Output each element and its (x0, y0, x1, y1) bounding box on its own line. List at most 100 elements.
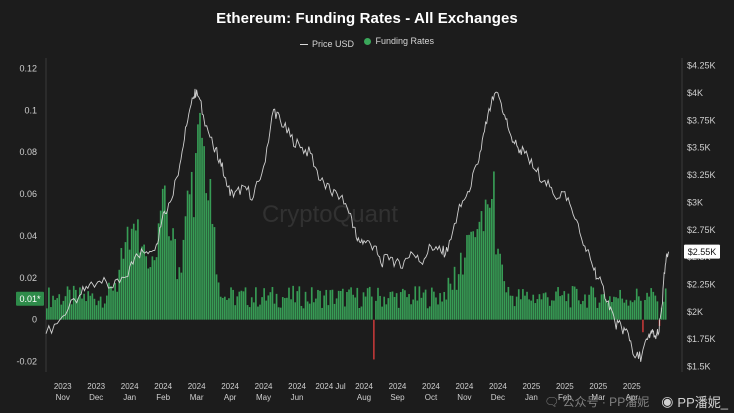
funding-bar (228, 298, 230, 320)
right-axis-ticks: $1.5K$1.75K$2K$2.25K$2.5K$2.75K$3K$3.25K… (687, 61, 716, 372)
right-tick-label: $1.5K (687, 362, 711, 372)
funding-bar (497, 248, 499, 320)
funding-bar (186, 190, 189, 320)
funding-bar (594, 297, 597, 320)
x-tick-year: 2024 (188, 382, 206, 391)
funding-bar (373, 319, 375, 360)
funding-bar (153, 260, 156, 320)
funding-bar (546, 297, 549, 320)
funding-bar (56, 298, 59, 320)
funding-bar (582, 300, 584, 320)
funding-bar (358, 307, 361, 320)
funding-bar (176, 279, 179, 320)
funding-bar (464, 257, 466, 320)
funding-bar (399, 292, 402, 320)
x-tick-month: Nov (457, 393, 471, 402)
x-axis-ticks: 2023 Nov 2023 Dec 2024 Jan 2024 Feb 2024 Mar 2024 A… (54, 382, 641, 402)
funding-bar (224, 296, 226, 320)
funding-bar (304, 291, 307, 320)
funding-bar (606, 302, 609, 320)
funding-bar (368, 286, 371, 320)
funding-bar (393, 296, 396, 320)
right-tick-label: $3K (687, 197, 703, 207)
funding-bar (155, 257, 158, 320)
funding-bar (344, 306, 346, 320)
funding-bar (422, 292, 425, 320)
funding-bar (383, 296, 386, 320)
funding-bar (580, 304, 582, 320)
funding-bar (600, 294, 603, 320)
legend-item-funding[interactable]: Funding Rates (364, 36, 434, 46)
funding-bar (77, 298, 79, 320)
price-line-layer (45, 88, 670, 362)
funding-bar (87, 291, 90, 320)
funding-bar (534, 303, 537, 320)
x-tick-year: 2024 (154, 382, 172, 391)
funding-bar (335, 298, 338, 320)
funding-bar (97, 300, 100, 320)
funding-bar (267, 295, 270, 320)
funding-bar (110, 286, 112, 320)
x-tick-month: Feb (156, 393, 170, 402)
funding-bar (519, 299, 522, 320)
funding-bar (381, 306, 383, 320)
left-tick-label: -0.02 (16, 357, 37, 367)
funding-bar (350, 287, 352, 320)
funding-bar (242, 291, 245, 320)
funding-bar (555, 291, 557, 320)
funding-bar (230, 287, 232, 320)
funding-bar (50, 307, 52, 320)
funding-bar (499, 253, 501, 320)
funding-bar (302, 308, 305, 320)
x-tick-year: 2025 (623, 382, 641, 391)
funding-bar (364, 296, 367, 320)
funding-bar (526, 291, 528, 320)
funding-bar (480, 211, 483, 320)
funding-bar (377, 287, 379, 320)
funding-bar (528, 299, 530, 320)
funding-bar (455, 289, 458, 320)
funding-bar (252, 302, 255, 320)
funding-bar (248, 307, 251, 320)
current-price-badge (684, 244, 720, 259)
funding-bar (507, 286, 510, 320)
funding-bar (586, 307, 588, 320)
funding-bar (221, 297, 224, 320)
funding-bar (416, 300, 419, 320)
funding-bar (308, 303, 311, 320)
funding-bar (54, 299, 56, 320)
funding-bar (557, 287, 559, 320)
funding-bar (346, 292, 348, 320)
funding-bar (331, 289, 334, 320)
funding-bar (166, 211, 168, 320)
funding-bar (112, 290, 114, 320)
funding-bar (118, 269, 121, 320)
funding-bar (354, 297, 357, 320)
x-tick-year: 2024 (288, 382, 306, 391)
funding-bar (532, 294, 535, 320)
x-tick-year: 2024 (422, 382, 440, 391)
funding-bar (58, 294, 61, 320)
right-tick-label: $3.25K (687, 170, 716, 180)
funding-bar (147, 268, 150, 320)
legend-price-label: Price USD (311, 39, 354, 49)
funding-bar (325, 289, 328, 320)
funding-bar (470, 231, 472, 320)
funding-bar (269, 292, 272, 320)
funding-bar (217, 282, 220, 320)
funding-bar (352, 294, 354, 320)
x-tick-month: Apr (224, 393, 237, 402)
legend-item-price[interactable]: Price USD (299, 39, 354, 49)
funding-bar (288, 287, 290, 320)
funding-bar (408, 294, 410, 320)
funding-bar (91, 293, 94, 320)
funding-bar (472, 231, 475, 320)
funding-bar (548, 305, 551, 320)
current-funding-label: 0.01* (19, 294, 41, 304)
left-tick-label: 0.06 (19, 189, 37, 199)
funding-bar (652, 291, 655, 320)
funding-bar (348, 289, 350, 320)
funding-bar (188, 194, 191, 320)
funding-bar (664, 288, 667, 320)
funding-bar (571, 286, 574, 320)
